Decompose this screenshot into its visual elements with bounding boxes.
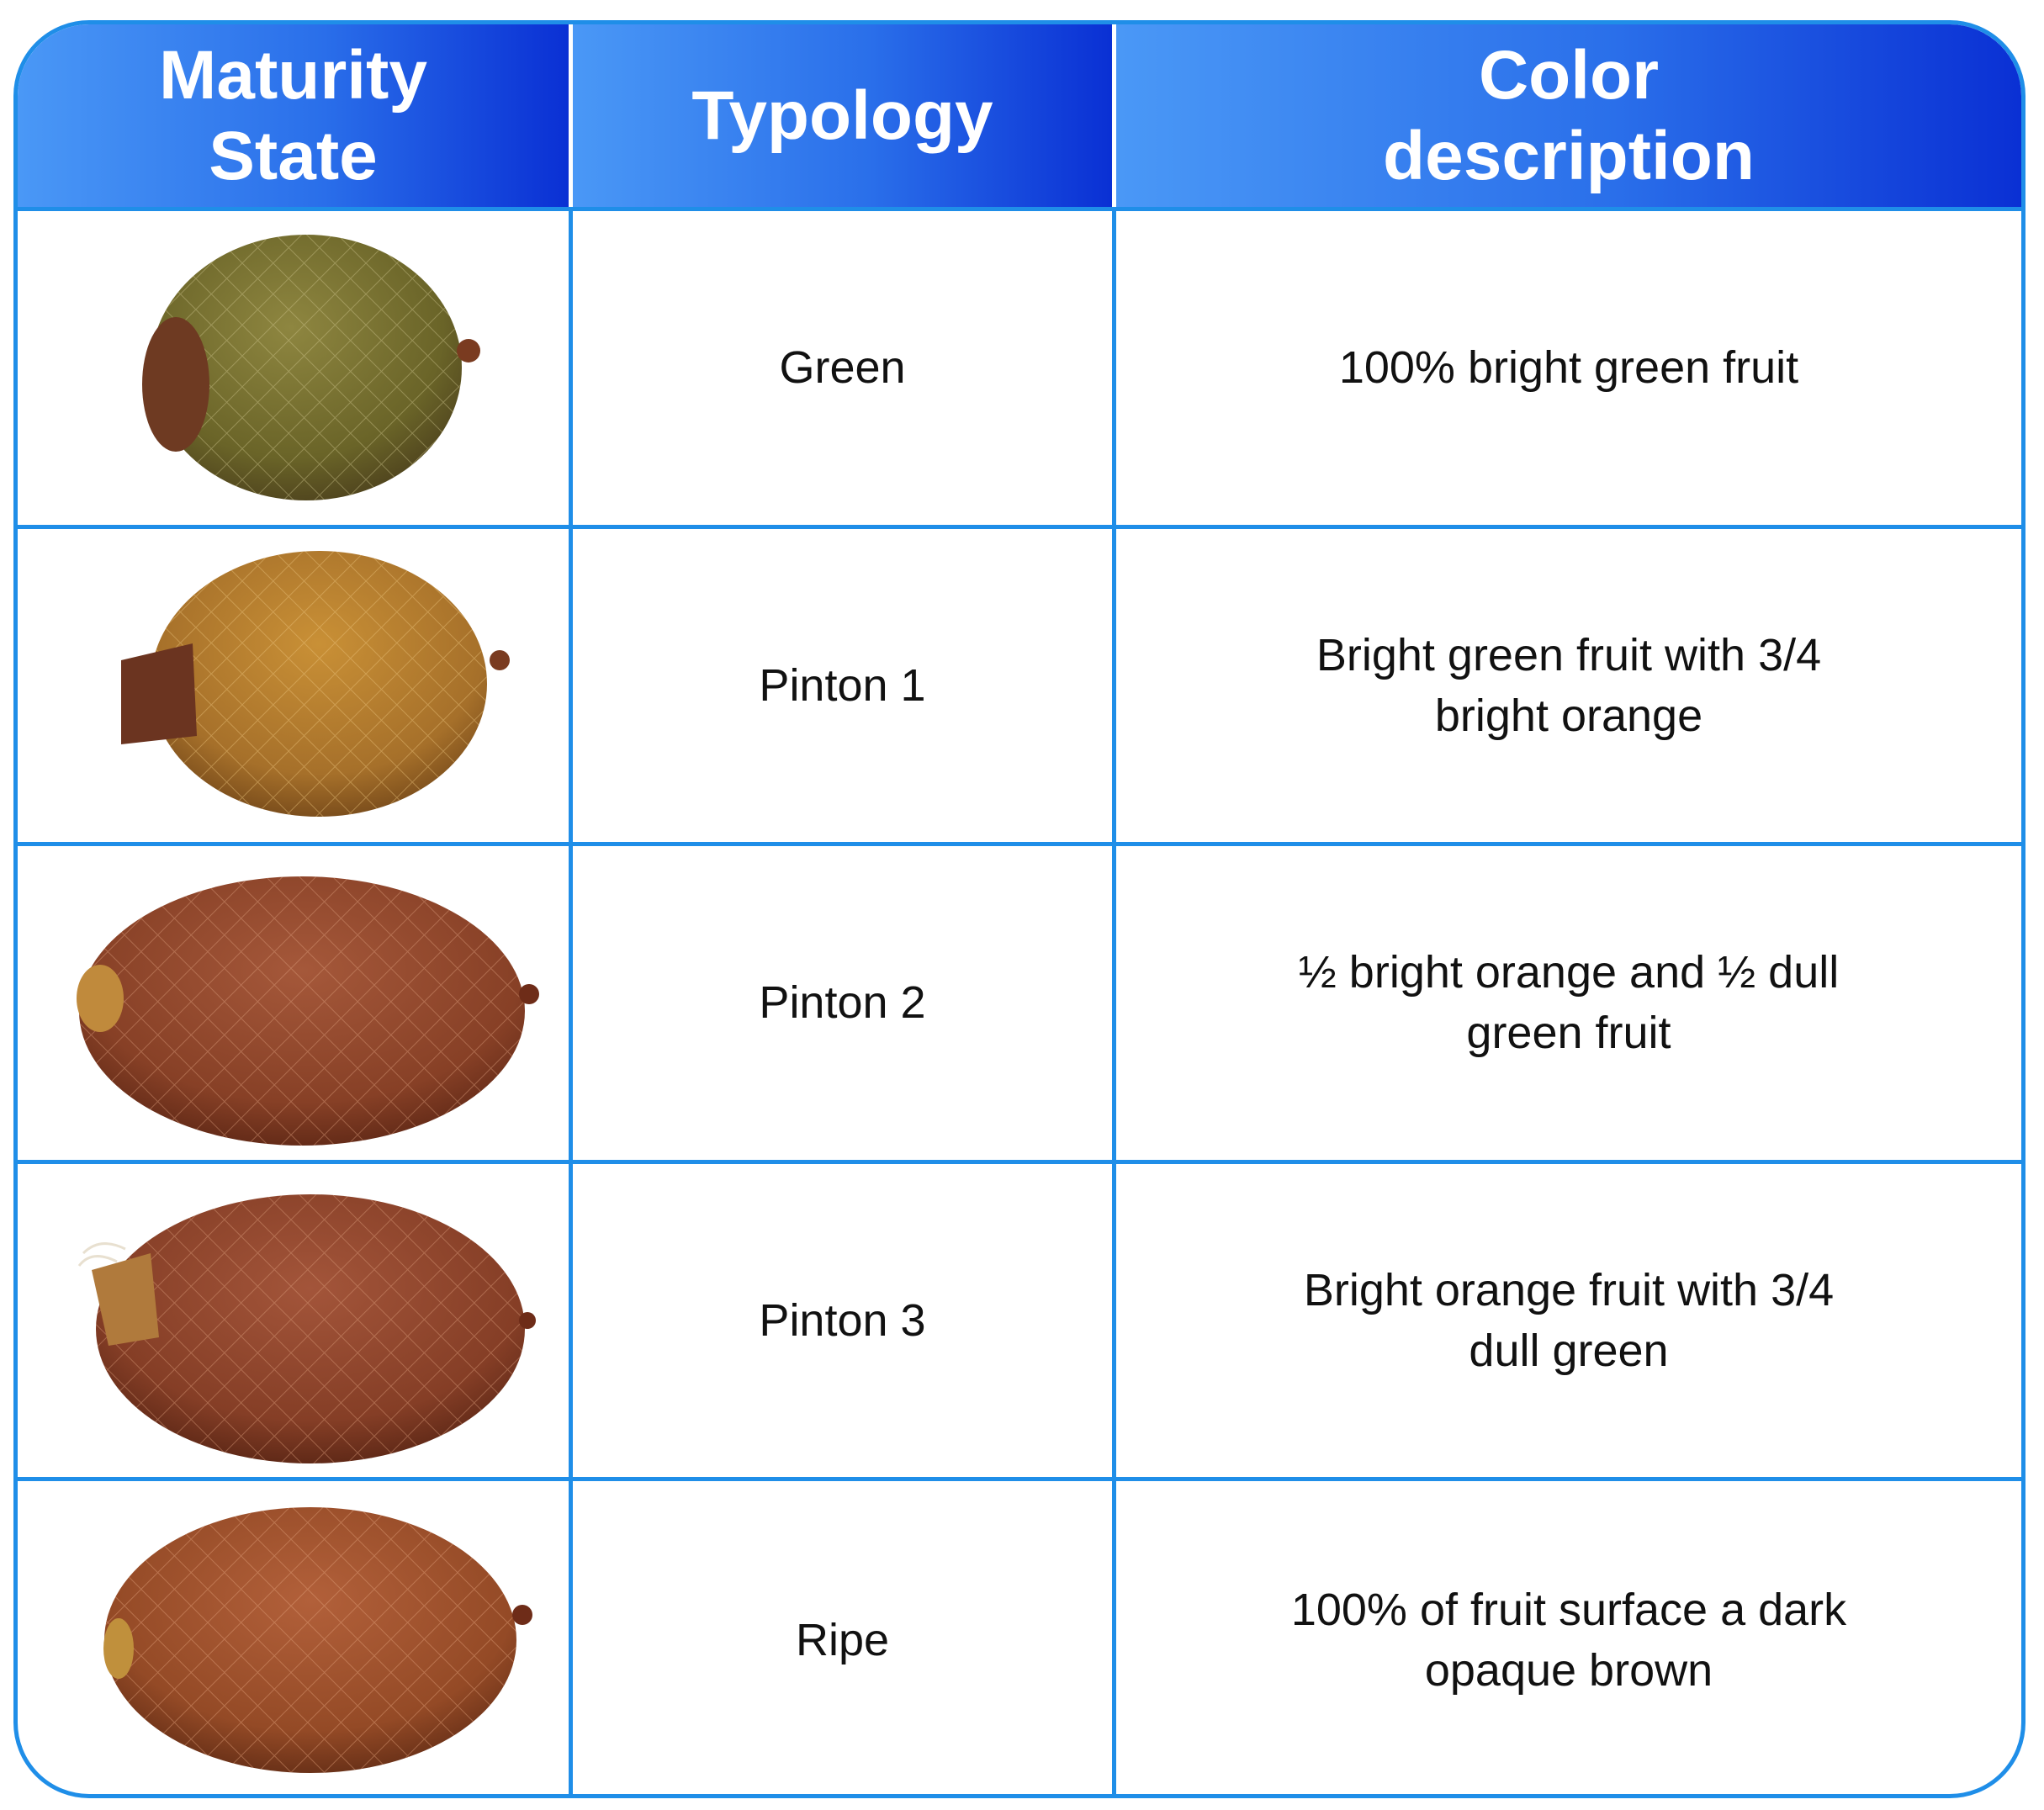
header-color-description: Color description bbox=[1116, 24, 2021, 207]
color-description-cell: Bright orange fruit with 3/4 dull green bbox=[1303, 1265, 1835, 1377]
maturity-state-cell bbox=[18, 846, 573, 1160]
table-row: Pinton 1 Bright green fruit with 3/4 bri… bbox=[18, 528, 2021, 847]
table-body: Green 100% bright green fruit bbox=[18, 211, 2021, 1794]
typology-cell: Green bbox=[573, 211, 1116, 525]
table-row: Ripe 100% of fruit surface a dark opaque… bbox=[18, 1481, 2021, 1794]
typology-cell: Pinton 2 bbox=[573, 846, 1116, 1160]
typology-cell: Pinton 3 bbox=[573, 1163, 1116, 1478]
typology-cell: Ripe bbox=[573, 1481, 1116, 1794]
table-row: Green 100% bright green fruit bbox=[18, 211, 2021, 529]
pinton-1-fruit-image bbox=[120, 550, 510, 817]
maturity-table: Maturity State Typology Color descriptio… bbox=[13, 20, 2025, 1798]
header-maturity-state: Maturity State bbox=[18, 24, 573, 207]
green-fruit-image bbox=[141, 235, 480, 501]
header-typology: Typology bbox=[573, 24, 1116, 207]
maturity-state-cell bbox=[18, 211, 573, 525]
color-description-cell: 100% of fruit surface a dark opaque brow… bbox=[1290, 1585, 1847, 1696]
color-description-cell: ½ bright orange and ½ dull green fruit bbox=[1298, 947, 1840, 1059]
ripe-fruit-image bbox=[103, 1507, 532, 1774]
table-header: Maturity State Typology Color descriptio… bbox=[18, 24, 2021, 211]
color-description-cell: Bright green fruit with 3/4 bright orang… bbox=[1316, 629, 1822, 741]
maturity-state-cell bbox=[18, 1481, 573, 1794]
pinton-3-fruit-image bbox=[77, 1194, 536, 1464]
typology-cell: Pinton 1 bbox=[573, 528, 1116, 843]
table-row: Pinton 3 Bright orange fruit with 3/4 du… bbox=[18, 1163, 2021, 1482]
maturity-state-cell bbox=[18, 1163, 573, 1478]
table-row: Pinton 2 ½ bright orange and ½ dull gree… bbox=[18, 846, 2021, 1164]
color-description-cell: 100% bright green fruit bbox=[1338, 342, 1799, 394]
maturity-state-cell bbox=[18, 528, 573, 843]
pinton-2-fruit-image bbox=[76, 876, 539, 1146]
